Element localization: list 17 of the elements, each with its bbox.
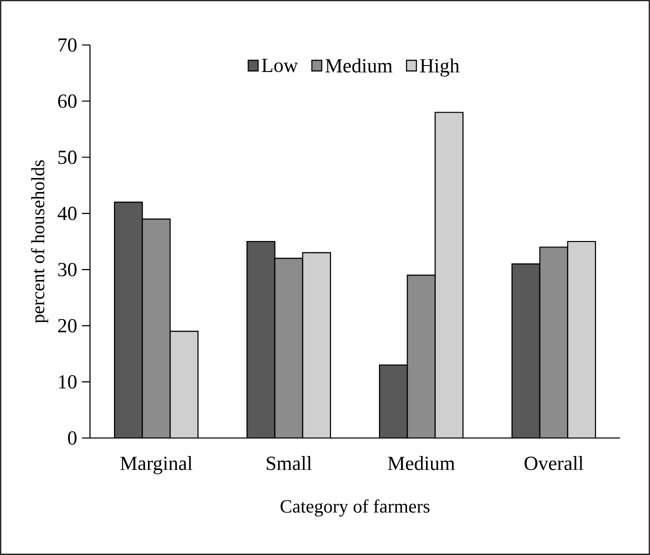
x-tick-label: Small [266, 456, 312, 470]
y-tick-label: 60 [58, 94, 77, 108]
x-tick-label: Overall [524, 456, 584, 470]
y-tick-label: 50 [58, 150, 77, 164]
y-tick-label: 70 [58, 38, 77, 52]
x-axis-title: Category of farmers [280, 499, 430, 517]
y-tick-label: 30 [58, 262, 77, 276]
y-tick-label: 20 [58, 318, 77, 332]
y-tick-label: 0 [68, 431, 77, 445]
x-tick-label: Medium [388, 456, 455, 470]
legend-label: Medium [325, 58, 392, 73]
legend-label: High [420, 58, 460, 77]
y-tick-label: 40 [58, 206, 77, 220]
legend-label: Low [262, 58, 298, 72]
y-axis-title: percent of households [31, 160, 48, 324]
x-tick-label: Marginal [120, 456, 192, 474]
y-tick-label: 10 [59, 375, 77, 389]
